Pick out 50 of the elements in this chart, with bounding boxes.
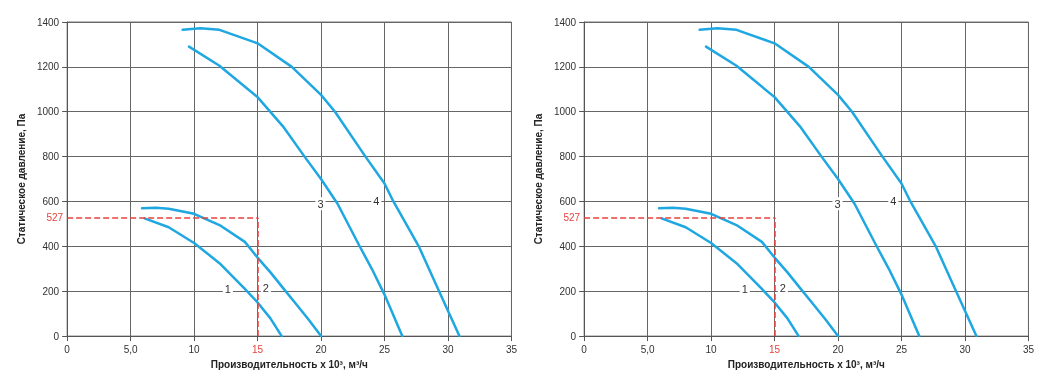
x-tick-label: 30	[959, 343, 971, 355]
y-tick-label: 1000	[553, 106, 577, 118]
x-tick-label: 15	[768, 343, 781, 355]
x-tick-label: 10	[188, 343, 201, 355]
ref-line-label: 527	[46, 212, 64, 224]
y-tick-label: 600	[559, 195, 577, 207]
y-tick-label: 200	[559, 285, 577, 297]
series-label: 1	[224, 282, 231, 295]
y-tick-label: 1000	[36, 106, 60, 118]
line-series	[187, 45, 404, 338]
y-axis-title: Статическое давление, Па	[15, 113, 27, 245]
line-series	[704, 45, 921, 338]
line-series	[698, 27, 978, 338]
y-tick-label: 400	[42, 240, 60, 252]
y-tick-label: 1200	[36, 61, 60, 73]
x-tick-label: 35	[505, 343, 518, 355]
y-tick-label: 1400	[36, 16, 60, 28]
x-tick-label: 15	[251, 343, 264, 355]
y-tick-label: 200	[42, 285, 60, 297]
x-tick-label: 5,0	[640, 343, 655, 355]
x-tick-label: 25	[895, 343, 908, 355]
x-tick-label: 5,0	[123, 343, 138, 355]
ref-line-label: 527	[563, 212, 581, 224]
x-tick-label: 25	[378, 343, 391, 355]
series-label: 1	[741, 282, 748, 295]
y-tick-label: 600	[42, 195, 60, 207]
x-tick-label: 0	[581, 343, 588, 355]
x-tick-label: 35	[1022, 343, 1035, 355]
y-axis-title: Статическое давление, Па	[532, 113, 544, 245]
series-label: 3	[317, 197, 324, 210]
y-tick-label: 1200	[553, 61, 577, 73]
x-tick-label: 30	[442, 343, 454, 355]
series-label: 3	[834, 197, 841, 210]
series-label: 4	[373, 195, 380, 208]
line-series	[181, 27, 461, 338]
x-tick-label: 20	[832, 343, 845, 355]
series-label: 4	[890, 195, 897, 208]
x-tick-label: 0	[64, 343, 71, 355]
x-tick-label: 20	[315, 343, 328, 355]
y-tick-label: 800	[42, 151, 60, 163]
y-tick-label: 800	[559, 151, 577, 163]
y-tick-label: 0	[53, 330, 60, 342]
y-tick-label: 0	[570, 330, 577, 342]
y-tick-label: 1400	[553, 16, 577, 28]
x-axis-title: Производительность x 10³, м³/ч	[727, 358, 885, 370]
x-axis-title: Производительность x 10³, м³/ч	[210, 358, 368, 370]
series-label: 2	[779, 281, 786, 294]
series-label: 2	[262, 281, 269, 294]
y-tick-label: 400	[559, 240, 577, 252]
x-tick-label: 10	[705, 343, 718, 355]
